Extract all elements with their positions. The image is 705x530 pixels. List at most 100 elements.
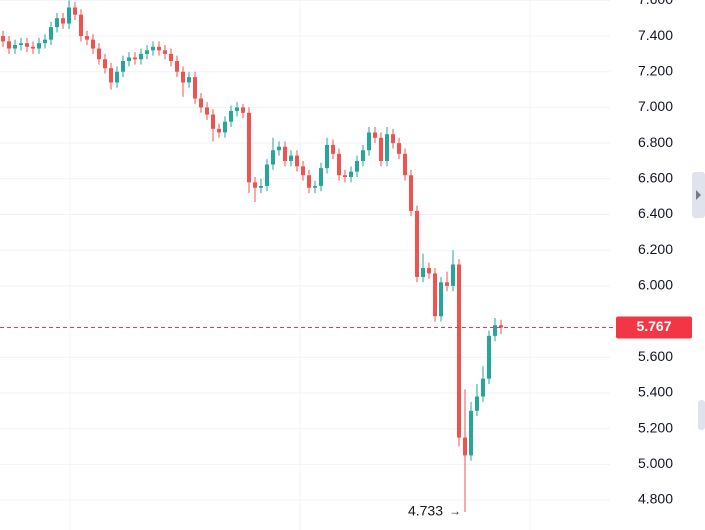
- candle-body: [73, 7, 77, 15]
- candle-body: [373, 132, 377, 138]
- candle-body: [427, 268, 431, 274]
- candle-body: [43, 39, 47, 44]
- candle-body: [325, 144, 329, 169]
- candle-body: [355, 160, 359, 172]
- candle-body: [283, 146, 287, 161]
- candle-body: [145, 50, 149, 54]
- candle-body: [259, 185, 263, 188]
- candle-body: [289, 155, 293, 161]
- candle-body: [379, 137, 383, 161]
- candle-body: [475, 396, 479, 411]
- candle-body: [343, 175, 347, 178]
- candle-body: [313, 185, 317, 188]
- candle-body: [457, 264, 461, 438]
- candle-body: [271, 150, 275, 165]
- scroll-arrow: [696, 190, 701, 200]
- candle-body: [1, 36, 5, 42]
- candle-body: [163, 50, 167, 54]
- candle-body: [247, 112, 251, 183]
- candle-body: [133, 57, 137, 60]
- candle-body: [25, 43, 29, 47]
- candle-body: [295, 155, 299, 167]
- grid: [0, 0, 610, 501]
- candle-body: [217, 128, 221, 133]
- min-label: 4.733: [408, 503, 443, 519]
- candle-body: [169, 53, 173, 62]
- candle-body: [121, 61, 125, 72]
- candle-body: [175, 61, 179, 72]
- candle-body: [19, 43, 23, 45]
- candle-body: [409, 175, 413, 211]
- candle-body: [367, 132, 371, 151]
- candle-body: [103, 59, 107, 69]
- candle-body: [199, 98, 203, 108]
- candle-body: [469, 410, 473, 456]
- candle-body: [391, 134, 395, 144]
- candle-body: [49, 27, 53, 40]
- candle-body: [451, 264, 455, 286]
- candle-body: [31, 46, 35, 49]
- y-tick-label: 7.400: [638, 27, 673, 43]
- candle-body: [439, 282, 443, 317]
- candle-body: [499, 325, 503, 328]
- candle-body: [67, 7, 71, 24]
- candle-body: [319, 168, 323, 186]
- candle-body: [127, 57, 131, 62]
- candle-body: [223, 121, 227, 133]
- price-label-box: [616, 316, 692, 339]
- candle-body: [421, 268, 425, 277]
- candle-body: [415, 210, 419, 277]
- candle-body: [493, 325, 497, 336]
- candle-body: [97, 48, 101, 60]
- candle-body: [157, 46, 161, 51]
- candle-body: [403, 153, 407, 176]
- candle-body: [445, 282, 449, 286]
- candle-body: [337, 153, 341, 176]
- y-tick-label: 7.200: [638, 62, 673, 78]
- y-tick-label: 5.600: [638, 348, 673, 364]
- y-tick-label: 7.000: [638, 98, 673, 114]
- candle-body: [241, 107, 245, 113]
- candle-body: [7, 41, 11, 49]
- candle-body: [91, 39, 95, 49]
- candle-body: [55, 18, 59, 28]
- candle-body: [481, 378, 485, 397]
- candle-body: [109, 68, 113, 83]
- candle-body: [307, 175, 311, 188]
- candle-body: [385, 134, 389, 161]
- y-tick-label: 5.200: [638, 419, 673, 435]
- candle-body: [397, 143, 401, 154]
- y-tick-label: 6.000: [638, 277, 673, 293]
- candle-body: [151, 46, 155, 51]
- y-tick-label: 6.200: [638, 241, 673, 257]
- candle-body: [79, 14, 83, 37]
- candle-body: [235, 107, 239, 111]
- candle-body: [187, 77, 191, 83]
- candle-body: [487, 335, 491, 379]
- candle-body: [253, 182, 257, 188]
- candle-body: [115, 71, 119, 83]
- candles: [1, 0, 503, 512]
- candle-body: [265, 164, 269, 186]
- y-tick-label: 4.800: [638, 491, 673, 507]
- min-arrow: →: [449, 504, 461, 518]
- candle-body: [361, 150, 365, 161]
- y-tick-label: 6.400: [638, 205, 673, 221]
- candle-body: [85, 36, 89, 40]
- price-label: 5.767: [636, 318, 671, 334]
- scroll-bar[interactable]: [698, 400, 705, 430]
- candle-body: [37, 43, 41, 49]
- candle-body: [229, 110, 233, 122]
- candle-body: [331, 144, 335, 154]
- y-tick-label: 6.600: [638, 170, 673, 186]
- candle-body: [211, 114, 215, 129]
- candle-body: [193, 77, 197, 99]
- candle-body: [349, 171, 353, 178]
- candle-body: [61, 18, 65, 24]
- candle-body: [433, 273, 437, 317]
- candle-body: [205, 107, 209, 115]
- candle-body: [301, 166, 305, 176]
